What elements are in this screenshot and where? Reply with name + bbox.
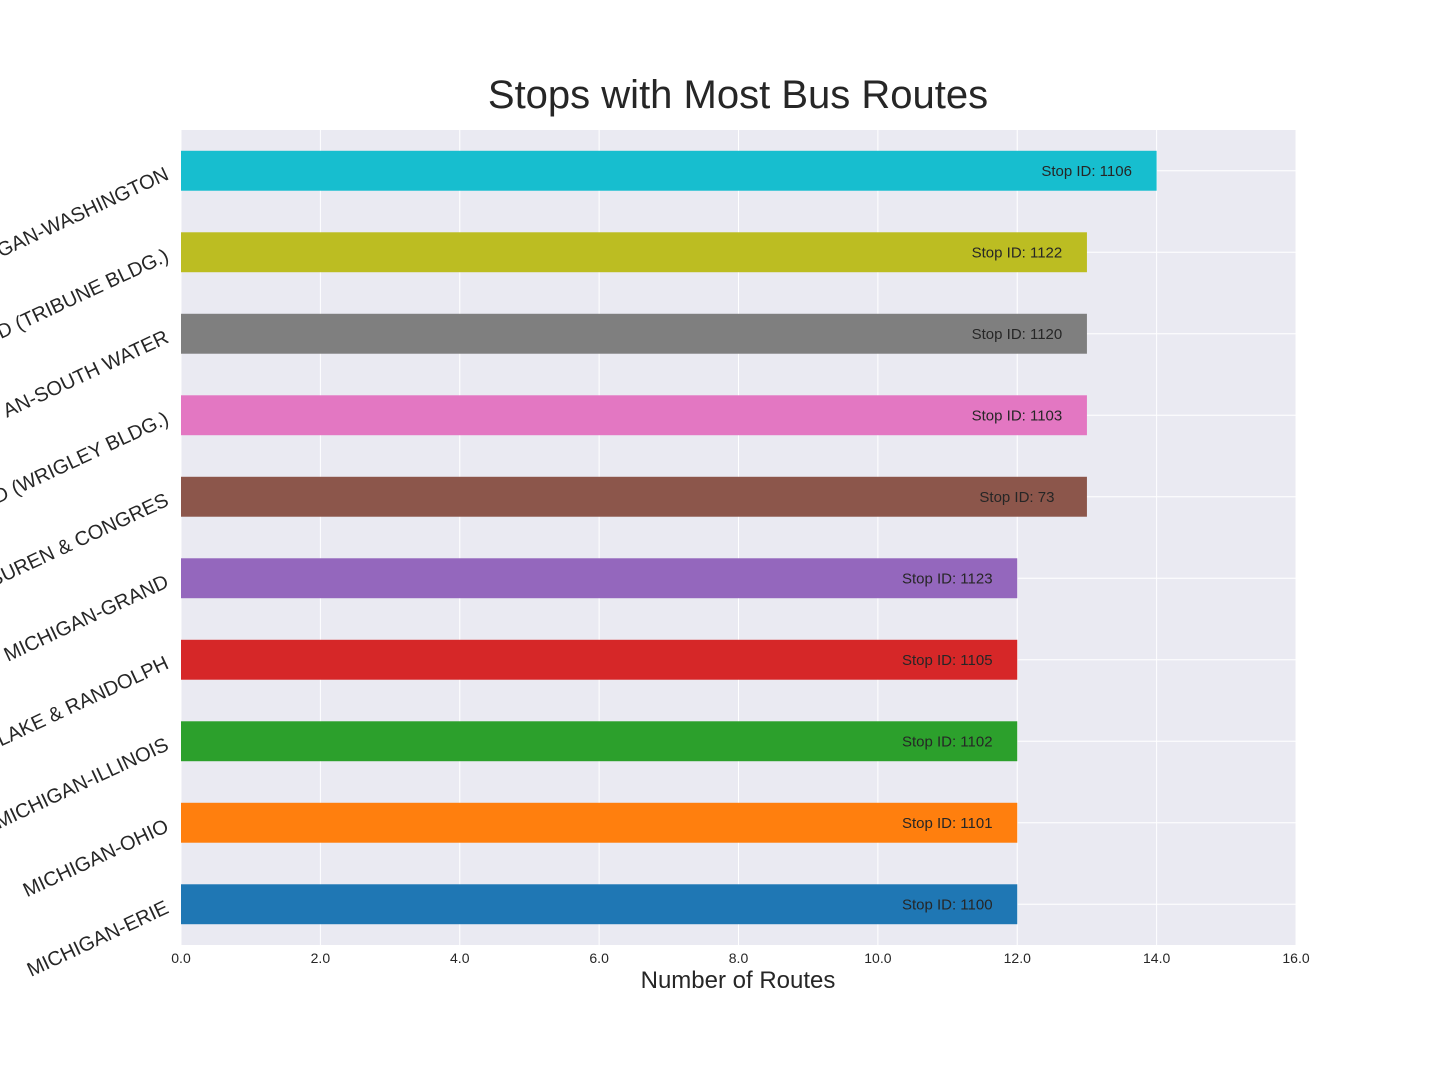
- x-tick-label: 14.0: [1143, 950, 1170, 966]
- bar: [181, 313, 1087, 354]
- y-tick-label: GAN-WASHINGTON: [0, 163, 172, 262]
- bar-data-label: Stop ID: 1120: [972, 326, 1063, 343]
- x-tick-label: 6.0: [589, 950, 609, 966]
- y-tick-label: MICHIGAN-OHIO: [20, 815, 172, 902]
- bar: [181, 884, 1018, 925]
- bar: [181, 721, 1018, 762]
- y-tick-label: MICHIGAN-ILLINOIS: [0, 734, 172, 834]
- bar-data-label: Stop ID: 1102: [902, 733, 993, 750]
- bar-data-label: Stop ID: 1106: [1041, 163, 1132, 180]
- y-tick-label: AN-SOUTH WATER: [0, 326, 172, 422]
- chart-title: Stops with Most Bus Routes: [488, 73, 988, 117]
- x-tick-label: 8.0: [729, 950, 749, 966]
- y-tick-label: BUREN & CONGRES: [0, 489, 172, 592]
- bar: [181, 558, 1018, 599]
- x-tick-label: 2.0: [311, 950, 331, 966]
- bar-data-label: Stop ID: 1100: [902, 896, 993, 913]
- bar: [181, 150, 1157, 191]
- bar: [181, 395, 1087, 436]
- y-tick-label: LAKE & RANDOLPH: [0, 652, 172, 751]
- bar: [181, 802, 1018, 843]
- bar: [181, 476, 1087, 517]
- y-axis-categories: MICHIGAN-ERIEMICHIGAN-OHIOMICHIGAN-ILLIN…: [0, 163, 172, 981]
- bar-data-label: Stop ID: 1122: [972, 244, 1063, 261]
- x-tick-label: 0.0: [171, 950, 191, 966]
- x-tick-label: 12.0: [1004, 950, 1031, 966]
- bar-data-label: Stop ID: 1123: [902, 570, 993, 587]
- bar-data-labels: Stop ID: 1100 Stop ID: 1101 Stop ID: 1102 S…: [902, 163, 1132, 914]
- x-tick-label: 16.0: [1282, 950, 1309, 966]
- y-tick-label: MICHIGAN-GRAND: [1, 571, 172, 667]
- x-tick-label: 10.0: [864, 950, 891, 966]
- y-tick-label: D (WRIGLEY BLDG.): [0, 408, 172, 509]
- bars-group: [181, 150, 1157, 925]
- bar: [181, 639, 1018, 680]
- bar-data-label: Stop ID: 1101: [902, 815, 993, 832]
- bar-data-label: Stop ID: 73: [979, 489, 1054, 506]
- bar: [181, 232, 1087, 273]
- bar-data-label: Stop ID: 1105: [902, 652, 993, 669]
- y-tick-label: MICHIGAN-ERIE: [24, 897, 172, 982]
- x-axis-label: Number of Routes: [641, 967, 836, 994]
- y-tick-label: D (TRIBUNE BLDG.): [0, 245, 172, 344]
- x-axis-ticks: 0.0 2.0 4.0 6.0 8.0 10.0 12.0 14.0 16.0: [171, 950, 1310, 966]
- bar-data-label: Stop ID: 1103: [972, 407, 1063, 424]
- x-tick-label: 4.0: [450, 950, 470, 966]
